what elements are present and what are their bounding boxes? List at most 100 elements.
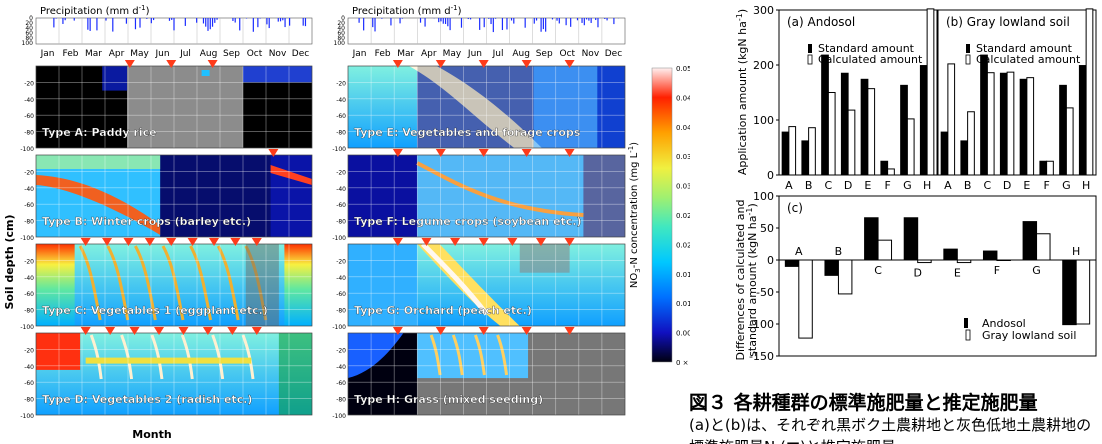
y-axis-label: Application amount (kgN ha-1) — [735, 9, 749, 175]
colorbar-tick: 0.05 × 1000 — [676, 65, 690, 73]
bar — [1062, 259, 1077, 326]
depth-tick: -20 — [24, 258, 34, 265]
legend-label: Andosol — [982, 317, 1026, 330]
bar — [1026, 77, 1035, 176]
bar — [999, 72, 1008, 176]
heatmap-panel: -20 -40 -60 -80 -100 Type H: Grass (mixed see… — [332, 327, 626, 420]
fertilization-marker — [178, 327, 189, 335]
legend-swatch — [807, 54, 813, 65]
fertilization-marker — [209, 238, 220, 246]
category-label: E — [954, 267, 961, 280]
fertilization-marker — [435, 149, 446, 157]
bar — [784, 259, 800, 267]
colorbar: NO3-N concentration (mg L-1) 0.05 × 1000… — [627, 65, 690, 367]
bar — [880, 160, 889, 176]
fertilization-marker — [80, 327, 91, 335]
depth-tick: -40 — [24, 186, 34, 193]
fertilization-marker — [392, 60, 403, 68]
heatmap-plume — [474, 334, 486, 376]
colorbar-tick: 0.015 × 1000 — [676, 271, 690, 279]
depth-tick: -40 — [336, 364, 346, 371]
fertilization-marker — [435, 327, 446, 335]
bar — [837, 259, 853, 295]
depth-tick: -20 — [336, 347, 346, 354]
category-label: D — [913, 267, 921, 280]
fertilization-marker — [392, 238, 403, 246]
y-tick-label: 100 — [753, 114, 774, 127]
precipitation-tick: 60 — [25, 30, 33, 37]
depth-tick: -80 — [24, 219, 34, 226]
fertilization-marker — [144, 238, 155, 246]
heatmap-plume — [241, 334, 255, 380]
bar — [1078, 65, 1087, 176]
heatmap-panel: -20 -40 -60 -80 -100 Type C: Vegetables 1 (eg… — [20, 238, 313, 331]
depth-tick: -100 — [20, 413, 34, 420]
fertilization-marker — [123, 238, 134, 246]
category-label: B — [805, 179, 813, 192]
heatmap-plume — [408, 66, 542, 148]
category-label: G — [903, 179, 912, 192]
heatmap-plume — [106, 245, 130, 321]
heatmap-plume — [36, 175, 161, 235]
category-label: A — [944, 179, 952, 192]
depth-tick: -60 — [24, 113, 34, 120]
category-label: C — [874, 264, 882, 277]
category-label: F — [884, 179, 890, 192]
precipitation-tick: 100 — [334, 40, 346, 47]
fertilization-marker — [478, 60, 489, 68]
legend-swatch — [966, 44, 970, 53]
fertilization-marker — [166, 60, 177, 68]
heatmap-frame — [347, 65, 626, 149]
heatmap-frame — [35, 154, 313, 238]
heatmap-patch — [243, 66, 312, 83]
category-label: C — [984, 179, 992, 192]
bar — [980, 54, 988, 176]
bar — [1019, 78, 1028, 176]
heatmap-plume — [270, 165, 312, 185]
bar — [781, 131, 790, 176]
fertilization-marker — [227, 327, 238, 335]
month-label: Jul — [492, 49, 504, 59]
panel-label: Type G: Orchard (peach etc.) — [354, 304, 532, 317]
month-label: Jul — [179, 49, 191, 59]
depth-tick: -60 — [24, 202, 34, 209]
month-label: Nov — [269, 49, 287, 59]
fertilization-marker — [535, 238, 546, 246]
heatmap-panel: -20 -40 -60 -80 -100 Type F: Legume crops (so… — [332, 149, 626, 242]
depth-tick: -60 — [336, 291, 346, 298]
precipitation-tick: 20 — [25, 20, 33, 27]
bar-chart-andosol: 0 100 200 300 A B C D E F G H (a) Andosol Standard am… — [735, 4, 938, 192]
heatmap-plume — [429, 334, 442, 376]
month-label: Sep — [223, 49, 240, 59]
heatmap-region — [417, 155, 584, 237]
heatmap-frame — [35, 65, 313, 149]
depth-tick: -40 — [24, 275, 34, 282]
category-label: A — [795, 245, 803, 258]
fertilization-marker — [564, 149, 575, 157]
legend-swatch — [965, 329, 971, 341]
chart-frame — [937, 9, 1097, 176]
heatmap-region — [348, 244, 418, 326]
fertilization-marker — [564, 327, 575, 335]
heatmap-plume — [211, 334, 225, 380]
month-label: Jan — [40, 49, 55, 59]
colorbar-tick: 0.04 × 1000 — [676, 124, 690, 132]
fertilization-marker — [202, 327, 213, 335]
depth-tick: -40 — [24, 97, 34, 104]
heatmap-shade — [583, 155, 625, 237]
category-label: E — [864, 179, 871, 192]
fertilization-marker — [392, 149, 403, 157]
colorbar-tick: 0.02 × 1000 — [676, 241, 690, 249]
heatmap-shade — [160, 155, 271, 237]
colorbar-ticks: 0.05 × 1000 0.045 × 1000 0.04 × 1000 0.035 … — [676, 65, 690, 367]
y-axis-label: Differences of calculated andstandard am… — [734, 200, 759, 361]
heatmap-shade — [519, 244, 570, 273]
bar — [1006, 71, 1015, 176]
precipitation-label: Precipitation (mm d-1) — [40, 4, 150, 17]
depth-tick: -80 — [336, 219, 346, 226]
month-label: Jan — [352, 49, 367, 59]
fertilization-marker — [478, 238, 489, 246]
fertilization-marker — [166, 238, 177, 246]
